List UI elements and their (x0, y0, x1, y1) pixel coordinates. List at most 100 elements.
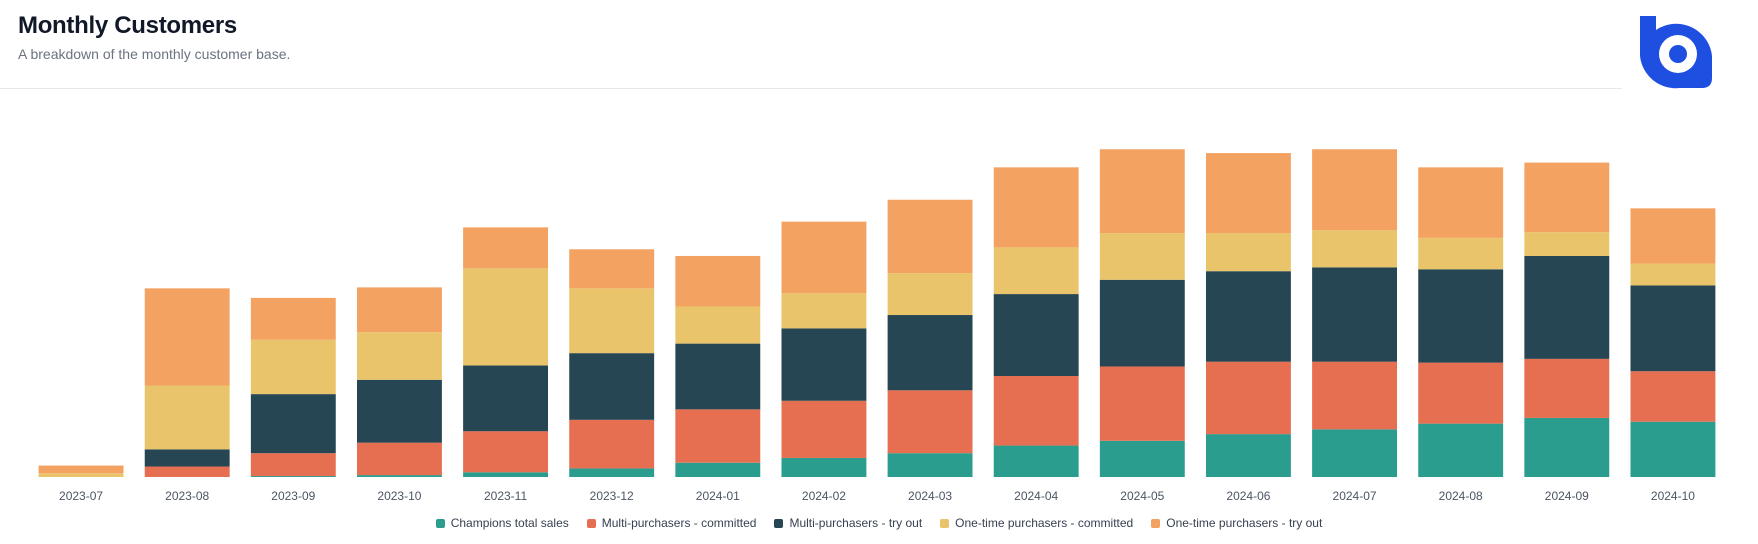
legend-label: One-time purchasers - try out (1166, 516, 1323, 530)
bar-segment-2024-09-series-2 (1524, 255, 1610, 359)
bar-segment-2023-12-series-3 (569, 288, 655, 354)
x-tick-label: 2023-09 (271, 489, 315, 503)
bar-segment-2024-05-series-2 (1099, 279, 1185, 367)
bar-segment-2024-05-series-3 (1099, 233, 1185, 280)
bar-segment-2023-09-series-1 (250, 453, 336, 477)
bar-segment-2024-04-series-1 (993, 376, 1079, 446)
legend-swatch (1151, 518, 1161, 528)
bar-segment-2024-06-series-4 (1205, 153, 1291, 234)
chart-header: Monthly Customers A breakdown of the mon… (18, 12, 290, 62)
bar-segment-2024-08-series-4 (1418, 167, 1504, 238)
page-title: Monthly Customers (18, 12, 237, 39)
legend-item[interactable]: Multi-purchasers - try out (774, 516, 922, 530)
bar-segment-2024-10-series-3 (1630, 263, 1716, 286)
bar-segment-2024-02-series-3 (781, 293, 867, 329)
stacked-bar-chart: 2023-07 2023-08 2023-09 2023-10 2023-11 2023-… (38, 149, 1716, 503)
x-tick-label: 2023-10 (377, 489, 421, 503)
bar-segment-2024-05-series-4 (1099, 149, 1185, 234)
bar-segment-2023-11-series-4 (463, 227, 549, 269)
bar-segment-2024-07-series-3 (1312, 230, 1398, 268)
legend-label: Multi-purchasers - try out (789, 516, 923, 530)
x-tick-label: 2024-02 (802, 489, 846, 503)
x-tick-label: 2023-12 (590, 489, 634, 503)
bar-segment-2023-08-series-2 (144, 449, 230, 467)
bar-segment-2024-10-series-4 (1630, 208, 1716, 264)
legend-swatch (586, 518, 596, 528)
bar-segment-2023-10-series-1 (356, 442, 442, 476)
bar-segment-2023-08-series-1 (144, 466, 230, 477)
legend-swatch (940, 518, 950, 528)
bar-segment-2024-06-series-3 (1205, 233, 1291, 272)
bar-segment-2024-05-series-0 (1099, 440, 1185, 477)
bar-segment-2024-09-series-4 (1524, 162, 1610, 233)
page-subtitle: A breakdown of the monthly customer base… (18, 46, 291, 62)
legend-item[interactable]: One-time purchasers - committed (940, 516, 1133, 530)
bar-segment-2024-06-series-1 (1205, 361, 1291, 435)
bar-segment-2024-02-series-1 (781, 400, 867, 458)
bar-segment-2023-12-series-4 (569, 249, 655, 289)
x-tick-label: 2024-10 (1651, 489, 1695, 503)
bar-segment-2023-11-series-0 (463, 472, 549, 477)
bar-segment-2024-06-series-2 (1205, 271, 1291, 362)
legend-item[interactable]: Champions total sales (435, 516, 569, 530)
bar-segment-2024-04-series-2 (993, 294, 1079, 377)
bar-segment-2024-03-series-2 (887, 315, 973, 391)
bar-segment-2024-07-series-2 (1312, 267, 1398, 362)
bar-segment-2023-09-series-3 (250, 339, 336, 395)
bar-segment-2024-08-series-3 (1418, 237, 1504, 270)
bar-segment-2024-01-series-0 (675, 462, 761, 477)
bar-segment-2023-10-series-2 (356, 379, 442, 443)
bar-segment-2023-10-series-3 (356, 332, 442, 380)
legend-label: One-time purchasers - committed (955, 516, 1134, 530)
legend-swatch (435, 518, 445, 528)
bar-segment-2024-10-series-0 (1630, 421, 1716, 477)
bar-segment-2023-08-series-4 (144, 288, 230, 386)
bar-segment-2023-11-series-3 (463, 268, 549, 366)
legend-item[interactable]: Multi-purchasers - committed (586, 516, 757, 530)
bar-segment-2023-08-series-3 (144, 385, 230, 450)
bar-segment-2024-05-series-1 (1099, 366, 1185, 441)
bar-segment-2024-04-series-3 (993, 247, 1079, 295)
bar-segment-2024-01-series-3 (675, 306, 761, 344)
bar-segment-2024-02-series-4 (781, 221, 867, 294)
bar-segment-2024-06-series-0 (1205, 434, 1291, 478)
bar-segment-2024-08-series-2 (1418, 269, 1504, 363)
legend-label: Multi-purchasers - committed (601, 516, 757, 530)
bar-segment-2024-04-series-0 (993, 445, 1079, 477)
bar-segment-2024-01-series-2 (675, 343, 761, 410)
bar-segment-2024-07-series-0 (1312, 429, 1398, 477)
bar-segment-2024-02-series-2 (781, 328, 867, 401)
bar-segment-2024-08-series-0 (1418, 423, 1504, 477)
bar-segment-2023-11-series-2 (463, 365, 549, 432)
bar-segment-2024-03-series-4 (887, 199, 973, 274)
header-divider (0, 88, 1622, 89)
bar-segment-2024-09-series-1 (1524, 358, 1610, 418)
brand-logo-icon (1640, 16, 1712, 89)
x-tick-label: 2023-07 (59, 489, 103, 503)
bar-segment-2024-03-series-1 (887, 390, 973, 454)
bar-segment-2023-12-series-0 (569, 468, 655, 477)
x-tick-label: 2024-03 (908, 489, 952, 503)
bar-segment-2023-12-series-2 (569, 353, 655, 420)
x-tick-label: 2023-11 (484, 489, 527, 503)
bar-segment-2024-09-series-0 (1524, 417, 1610, 477)
x-tick-label: 2024-09 (1545, 489, 1589, 503)
bar-segment-2023-11-series-1 (463, 431, 549, 473)
bar-segment-2024-09-series-3 (1524, 232, 1610, 256)
bar-segment-2024-02-series-0 (781, 457, 867, 477)
bar-segment-2024-04-series-4 (993, 167, 1079, 248)
bar-segment-2023-07-series-3 (38, 473, 124, 477)
legend-swatch (774, 518, 784, 528)
bar-segment-2024-07-series-4 (1312, 149, 1398, 231)
chart-legend: Champions total sales Multi-purchasers - … (0, 516, 1758, 530)
x-tick-label: 2023-08 (165, 489, 209, 503)
bar-segment-2024-01-series-1 (675, 409, 761, 463)
bar-segment-2023-10-series-0 (356, 475, 442, 477)
x-tick-label: 2024-04 (1014, 489, 1058, 503)
bar-segment-2024-10-series-1 (1630, 371, 1716, 422)
legend-item[interactable]: One-time purchasers - try out (1151, 516, 1322, 530)
x-tick-label: 2024-07 (1333, 489, 1377, 503)
bar-segment-2023-09-series-0 (250, 476, 336, 477)
legend-label: Champions total sales (450, 516, 569, 530)
bar-segment-2023-10-series-4 (356, 287, 442, 333)
